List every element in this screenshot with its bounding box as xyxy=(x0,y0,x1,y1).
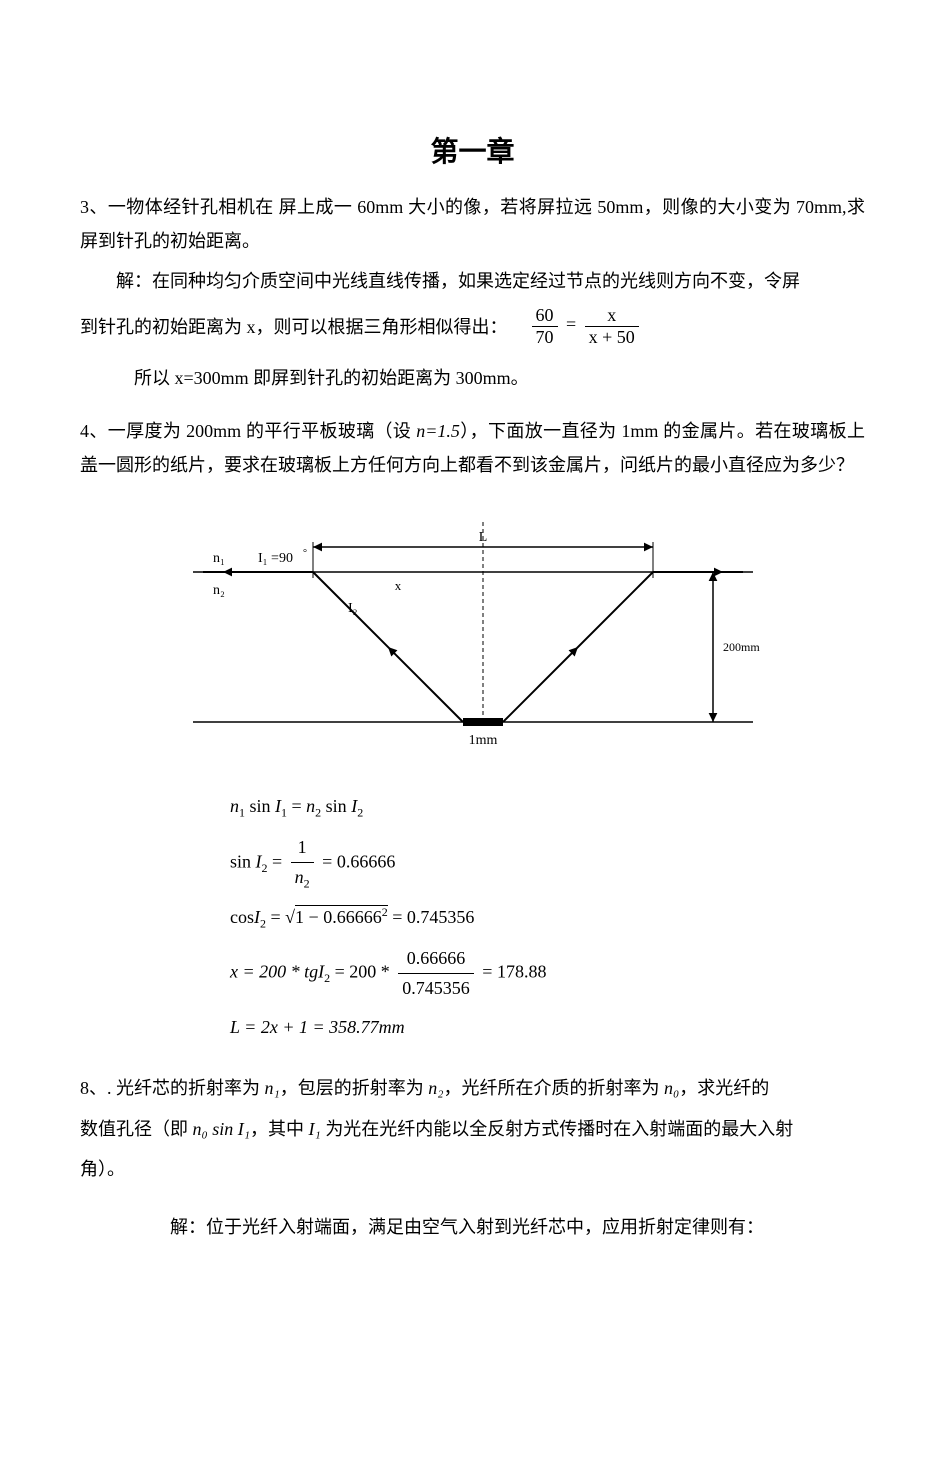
p8-I1-lone: I₁ xyxy=(309,1119,321,1139)
eq2-val: = 0.66666 xyxy=(322,851,395,871)
p8-n0: n₀ xyxy=(664,1078,679,1098)
problem-3-heading: 3、一物体经针孔相机在 屏上成一 60mm 大小的像，若将屏拉远 50mm，则像… xyxy=(80,190,865,258)
p8-na-sin: sin xyxy=(208,1119,238,1139)
svg-text:L: L xyxy=(478,530,487,545)
eq3-root-sup: 2 xyxy=(382,905,388,919)
answer-suffix: 即屏到针孔的初始距离为 300mm。 xyxy=(253,368,529,388)
eq2-den-n: n xyxy=(295,867,304,887)
eq3-cos: cos xyxy=(230,907,254,927)
eq1-sin1: sin xyxy=(245,796,275,816)
eq1-n1: n xyxy=(230,796,239,816)
eq4-eq: = 200 * xyxy=(330,962,394,982)
problem-3-equation-line: 到针孔的初始距离为 x，则可以根据三角形相似得出： 60 70 = x x + … xyxy=(80,305,865,348)
problem-4-diagram-wrap: Lx I₂ n₁ I₁ =90 ° n₂ 200mm 1mm xyxy=(80,512,865,772)
p8-n2: n₂ xyxy=(428,1078,443,1098)
problem-3-answer: 所以 x=300mm 即屏到针孔的初始距离为 300mm。 xyxy=(80,364,865,390)
problem-8-heading-line2: 数值孔径（即 n₀ sin I₁，其中 I₁ 为光在光纤内能以全反射方式传播时在… xyxy=(80,1112,865,1146)
eq1: n1 sin I1 = n2 sin I2 xyxy=(230,792,865,823)
svg-text:200mm: 200mm xyxy=(723,640,760,654)
eq1-sin2: sin xyxy=(321,796,351,816)
eq3-sqrt: 1 − 0.666662 xyxy=(295,905,388,927)
svg-text:°: ° xyxy=(303,548,307,559)
answer-prefix: 所以 xyxy=(134,368,175,388)
p8-na-I1: I₁ xyxy=(238,1119,250,1139)
eq5: L = 2x + 1 = 358.77mm xyxy=(230,1013,865,1042)
eq5-text: L = 2x + 1 = 358.77 xyxy=(230,1017,379,1037)
p8-n1: n₁ xyxy=(265,1078,280,1098)
eq2-frac-num: 1 xyxy=(291,833,314,863)
problem-8-answer: 解：位于光纤入射端面，满足由空气入射到光纤芯中，应用折射定律则有： xyxy=(80,1210,865,1244)
svg-text:I₁ =90: I₁ =90 xyxy=(258,551,293,566)
eq3: cosI2 = √1 − 0.666662 = 0.745356 xyxy=(230,903,865,934)
answer-math: x=300mm xyxy=(175,368,249,388)
p8-h2: ，包层的折射率为 xyxy=(280,1078,429,1098)
frac-den-right: x + 50 xyxy=(585,327,639,348)
svg-text:I₂: I₂ xyxy=(348,601,358,616)
eq3-eq: = xyxy=(266,907,285,927)
eq1-n2: n xyxy=(306,796,315,816)
p4-h-part1: 4、一厚度为 200mm 的平行平板玻璃（设 xyxy=(80,421,416,441)
p8-h1: 8、. 光纤芯的折射率为 xyxy=(80,1078,265,1098)
frac-num-left: 60 xyxy=(532,305,558,327)
eq2: sin I2 = 1 n2 = 0.66666 xyxy=(230,833,865,894)
eq4-frac-num: 0.66666 xyxy=(398,944,474,974)
problem-8-heading-line1: 8、. 光纤芯的折射率为 n₁，包层的折射率为 n₂，光纤所在介质的折射率为 n… xyxy=(80,1071,865,1105)
eq4-lhs: x = 200 * tg xyxy=(230,962,318,982)
problem-4-equations: n1 sin I1 = n2 sin I2 sin I2 = 1 n2 = 0.… xyxy=(230,792,865,1042)
page: 第一章 3、一物体经针孔相机在 屏上成一 60mm 大小的像，若将屏拉远 50m… xyxy=(0,130,945,1467)
frac-eq-sign: = xyxy=(566,314,581,334)
svg-text:n₁: n₁ xyxy=(213,551,225,566)
problem-3-explain: 解：在同种均匀介质空间中光线直线传播，如果选定经过节点的光线则方向不变，令屏 xyxy=(80,264,865,298)
eq4: x = 200 * tgI2 = 200 * 0.66666 0.745356 … xyxy=(230,944,865,1003)
eq4-frac-den: 0.745356 xyxy=(398,974,474,1003)
p8-l2b: ，其中 xyxy=(250,1119,309,1139)
svg-text:n₂: n₂ xyxy=(213,583,225,598)
problem-4-heading: 4、一厚度为 200mm 的平行平板玻璃（设 n=1.5），下面放一直径为 1m… xyxy=(80,414,865,482)
svg-text:1mm: 1mm xyxy=(468,733,497,748)
eq2-eq: = xyxy=(268,851,287,871)
eq4-val: = 178.88 xyxy=(482,962,546,982)
eq3-root-inner: 1 − 0.66666 xyxy=(295,907,382,927)
frac-num-right: x xyxy=(585,305,639,327)
eq2-frac-den: n2 xyxy=(291,863,314,894)
eq3-val: = 0.745356 xyxy=(392,907,474,927)
problem-3-lead-text: 到针孔的初始距离为 x，则可以根据三角形相似得出： xyxy=(80,313,508,339)
svg-text:x: x xyxy=(394,578,401,593)
p8-h4: ，求光纤的 xyxy=(679,1078,769,1098)
eq1-I2-sub: 2 xyxy=(357,806,363,820)
eq2-sin: sin xyxy=(230,851,256,871)
p8-na-n0: n₀ xyxy=(193,1119,208,1139)
p4-n-expr: n=1.5 xyxy=(416,421,460,441)
p8-h3: ，光纤所在介质的折射率为 xyxy=(444,1078,665,1098)
p8-l2c: 为光在光纤内能以全反射方式传播时在入射端面的最大入射 xyxy=(321,1119,794,1139)
frac-den-left: 70 xyxy=(532,327,558,348)
p8-l2a: 数值孔径（即 xyxy=(80,1119,193,1139)
refraction-diagram: Lx I₂ n₁ I₁ =90 ° n₂ 200mm 1mm xyxy=(163,512,783,772)
eq5-unit: mm xyxy=(379,1017,405,1037)
chapter-title: 第一章 xyxy=(80,130,865,170)
eq1-eq: = xyxy=(287,796,306,816)
problem-8-heading-line3: 角）。 xyxy=(80,1152,865,1186)
eq2-den-sub: 2 xyxy=(304,876,310,890)
problem-3-fraction: 60 70 = x x + 50 xyxy=(528,305,643,348)
